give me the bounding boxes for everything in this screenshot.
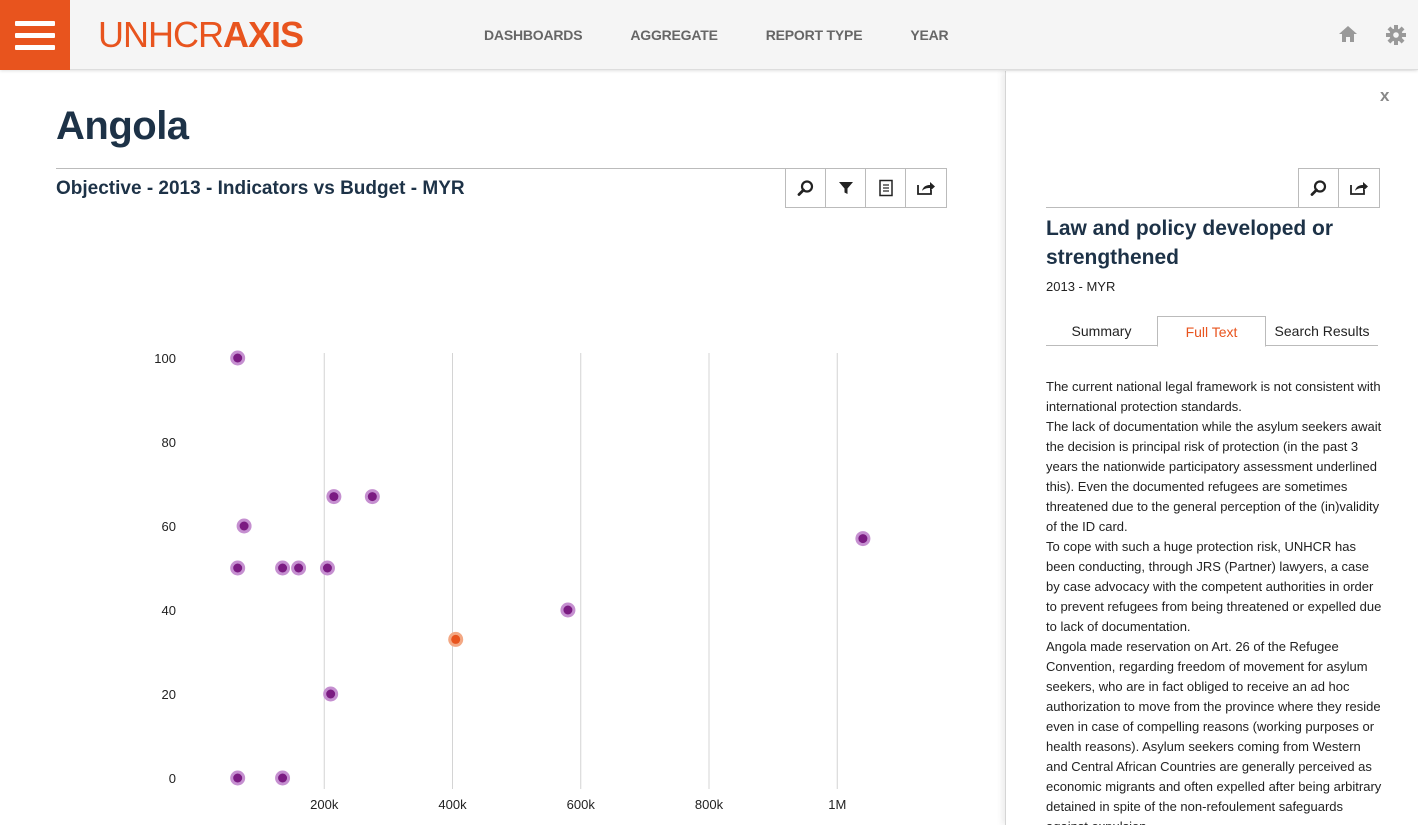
data-point[interactable] (233, 563, 243, 573)
logo[interactable]: UNHCRAXIS (98, 14, 304, 55)
indicator-subtitle: 2013 - MYR (1046, 279, 1116, 294)
side-search-bar (1046, 168, 1378, 208)
menu-icon (15, 20, 55, 26)
x-tick-label: 1M (828, 797, 846, 812)
paragraph: The lack of documentation while the asyl… (1046, 419, 1382, 534)
y-tick-label: 100 (154, 351, 176, 366)
menu-button[interactable] (0, 0, 70, 70)
nav-aggregate[interactable]: AGGREGATE (630, 27, 718, 43)
y-tick-label: 60 (162, 519, 176, 534)
nav-year[interactable]: YEAR (910, 27, 949, 43)
details-panel: x Law and policy developed or strengthen… (1005, 71, 1418, 825)
share-icon (1350, 182, 1368, 195)
share-button[interactable] (906, 169, 946, 207)
x-tick-label: 200k (310, 797, 339, 812)
detail-tabs: Summary Full Text Search Results (1046, 316, 1378, 347)
data-point[interactable] (278, 773, 288, 783)
data-point[interactable] (278, 563, 288, 573)
data-point[interactable] (233, 773, 243, 783)
paragraph: To cope with such a huge protection risk… (1046, 539, 1382, 634)
tab-search-results[interactable]: Search Results (1274, 323, 1370, 339)
search-button[interactable] (786, 169, 826, 207)
side-toolbar (1298, 168, 1380, 208)
document-button[interactable] (866, 169, 906, 207)
data-point[interactable] (858, 534, 868, 544)
paragraph: Angola made reservation on Art. 26 of th… (1046, 639, 1382, 825)
gear-icon[interactable] (1385, 24, 1407, 46)
data-point[interactable] (322, 563, 332, 573)
indicator-title: Law and policy developed or strengthened (1046, 217, 1334, 269)
tab-full-text[interactable]: Full Text (1157, 316, 1266, 347)
data-point[interactable] (239, 521, 249, 531)
x-tick-label: 800k (695, 797, 724, 812)
data-point[interactable] (294, 563, 304, 573)
data-point[interactable] (563, 605, 573, 615)
main-content: Angola Objective - 2013 - Indicators vs … (0, 71, 1004, 825)
data-point-selected[interactable] (451, 634, 461, 644)
y-tick-label: 20 (162, 687, 176, 702)
data-point[interactable] (326, 689, 336, 699)
app-header: UNHCRAXIS DASHBOARDS AGGREGATE REPORT TY… (0, 0, 1418, 70)
tab-summary[interactable]: Summary (1071, 323, 1132, 339)
y-tick-label: 40 (162, 603, 176, 618)
y-tick-label: 80 (162, 435, 176, 450)
x-tick-label: 600k (567, 797, 596, 812)
search-icon (797, 180, 813, 196)
nav-report-type[interactable]: REPORT TYPE (765, 27, 863, 43)
share-icon (917, 182, 935, 195)
main-nav: DASHBOARDS AGGREGATE REPORT TYPE YEAR (460, 0, 972, 70)
y-tick-label: 0 (169, 771, 176, 786)
nav-dashboards[interactable]: DASHBOARDS (484, 27, 583, 43)
data-point[interactable] (329, 492, 339, 502)
scatter-chart: 200k 400k 600k 800k 1M 100 80 60 40 20 0 (154, 350, 871, 812)
page-title: Angola (56, 104, 189, 148)
side-search-button[interactable] (1299, 169, 1339, 207)
close-button[interactable]: x (1380, 86, 1390, 105)
data-point[interactable] (233, 353, 243, 363)
panel-title: Objective - 2013 - Indicators vs Budget … (56, 178, 465, 199)
panel-toolbar (785, 168, 947, 208)
home-icon[interactable] (1337, 24, 1359, 46)
full-text-content: The current national legal framework is … (1046, 377, 1382, 825)
x-tick-label: 400k (438, 797, 467, 812)
filter-icon (838, 182, 853, 194)
filter-button[interactable] (826, 169, 866, 207)
data-point[interactable] (367, 492, 377, 502)
search-icon (1310, 180, 1326, 196)
paragraph: The current national legal framework is … (1046, 379, 1381, 414)
document-icon (878, 179, 893, 197)
side-share-button[interactable] (1339, 169, 1379, 207)
